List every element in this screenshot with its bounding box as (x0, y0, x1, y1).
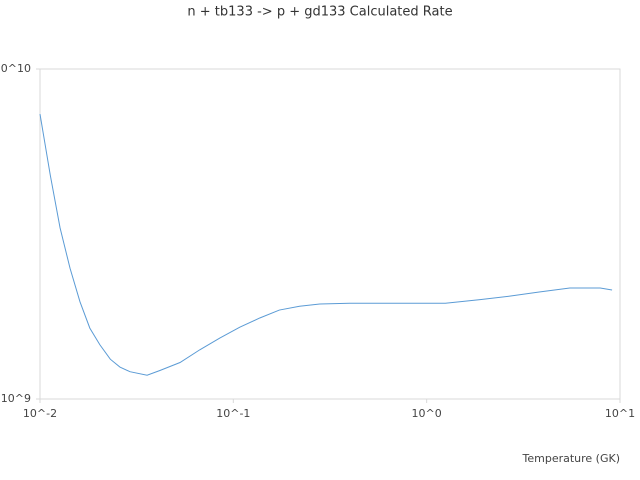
x-tick-label: 10^-2 (23, 407, 57, 420)
chart-title: n + tb133 -> p + gd133 Calculated Rate (187, 5, 452, 20)
x-tick-label: 10^0 (412, 407, 442, 420)
x-axis-label: Temperature (GK) (522, 452, 621, 465)
y-tick-label: 10^9 (1, 392, 31, 405)
y-tick-label: 10^10 (0, 62, 31, 75)
plot-frame (39, 68, 621, 400)
x-tick-label: 10^1 (605, 407, 635, 420)
x-tick-label: 10^-1 (216, 407, 250, 420)
data-line (39, 114, 613, 376)
